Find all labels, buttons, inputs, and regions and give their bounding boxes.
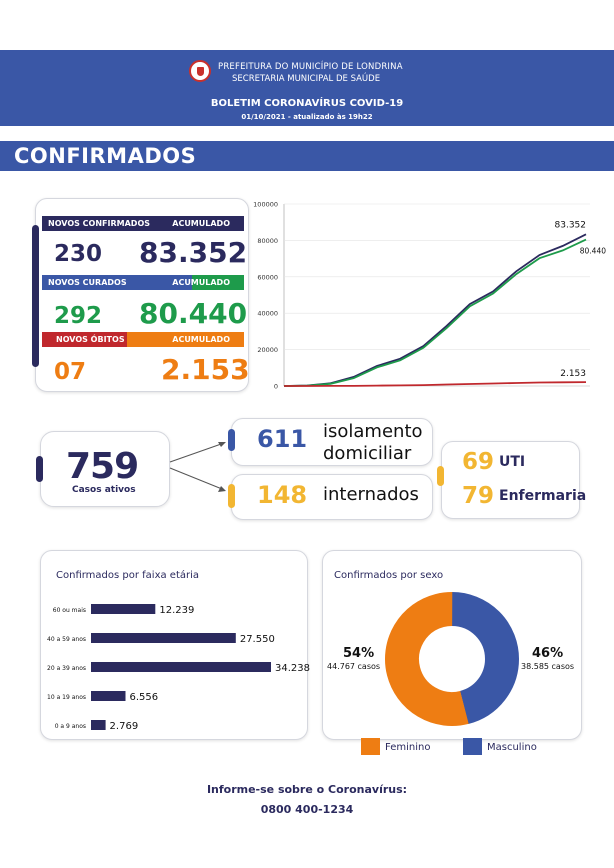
sex-donut-chart xyxy=(385,592,519,726)
y-tick-label: 40000 xyxy=(257,310,278,318)
enfermaria-label: Enfermaria xyxy=(499,488,587,504)
footer-phone: 0800 400-1234 xyxy=(260,803,354,816)
internados-breakdown-card xyxy=(441,441,580,519)
age-bar-value: 2.769 xyxy=(110,721,139,732)
enfermaria-value: 79 xyxy=(462,483,495,509)
age-chart-title: Confirmados por faixa etária xyxy=(56,570,200,581)
feminino-cases: 44.767 casos xyxy=(327,662,381,671)
curados-total-value: 80.440 xyxy=(139,297,248,330)
arrow-to-isolamento xyxy=(169,442,225,463)
novos-obitos-label: NOVOS ÓBITOS xyxy=(56,335,125,344)
acumulado-label: ACUMULADO xyxy=(172,335,230,344)
obitos-end-label: 2.153 xyxy=(560,369,586,379)
sex-chart-title: Confirmados por sexo xyxy=(334,570,444,581)
confirmados-total-value: 83.352 xyxy=(139,236,248,269)
flow-arrows xyxy=(169,442,226,492)
age-bar xyxy=(91,662,271,672)
age-bar-value: 27.550 xyxy=(240,634,275,645)
age-bar-value: 6.556 xyxy=(129,692,158,703)
y-tick-label: 0 xyxy=(274,383,278,391)
arrowhead-icon xyxy=(218,442,226,447)
obitos-total-value: 2.153 xyxy=(161,353,250,386)
y-tick-label: 80000 xyxy=(257,237,278,245)
curados-label-bar: NOVOS CURADOS ACUMULADO xyxy=(42,275,244,290)
uti-value: 69 xyxy=(462,449,495,475)
series-line-óbitos xyxy=(284,381,587,387)
obitos-label-bar: NOVOS ÓBITOS ACUMULADO xyxy=(42,332,244,347)
age-bar xyxy=(91,720,106,730)
feminino-pct: 54% xyxy=(343,646,375,661)
feminino-legend-swatch xyxy=(361,738,380,755)
internados-label: internados xyxy=(323,484,419,505)
isolamento-accent xyxy=(228,429,235,451)
age-bar-label: 40 a 59 anos xyxy=(47,636,86,643)
masculino-cases: 38.585 casos xyxy=(521,662,575,671)
active-cases-label: Casos ativos xyxy=(72,485,136,495)
acumulado-label: ACUMULADO xyxy=(172,278,230,287)
masculino-legend-swatch xyxy=(463,738,482,755)
arrowhead-icon xyxy=(218,486,226,492)
age-bar-label: 60 ou mais xyxy=(53,607,86,614)
age-bar-label: 0 a 9 anos xyxy=(55,723,86,730)
y-tick-label: 60000 xyxy=(257,273,278,281)
active-accent xyxy=(36,456,43,482)
age-bar xyxy=(91,633,236,643)
footer-info: Informe-se sobre o Coronavírus: xyxy=(206,783,408,796)
uti-label: UTI xyxy=(499,454,526,470)
age-bar-value: 34.238 xyxy=(275,663,310,674)
y-tick-label: 20000 xyxy=(257,346,278,354)
breakdown-accent xyxy=(437,466,444,486)
section-band: CONFIRMADOS xyxy=(0,141,614,171)
acumulado-label: ACUMULADO xyxy=(172,219,230,228)
cumulative-line-chart: 100000 80000 60000 40000 20000 0 83.352 80.440 2… xyxy=(253,201,606,391)
isolamento-label-line1: isolamento xyxy=(323,421,423,442)
age-bar-value: 12.239 xyxy=(159,605,194,616)
confirmados-label-bar: NOVOS CONFIRMADOS ACUMULADO xyxy=(42,216,244,231)
header-banner: PREFEITURA DO MUNICÍPIO DE LONDRINA SECR… xyxy=(0,50,614,126)
feminino-legend-label: Feminino xyxy=(385,742,431,753)
age-bar xyxy=(91,604,156,614)
masculino-pct: 46% xyxy=(532,646,564,661)
age-chart-card xyxy=(40,550,308,740)
age-bar-chart: 60 ou mais 12.239 40 a 59 anos 27.550 20 a 3… xyxy=(47,604,310,732)
age-bar xyxy=(91,691,126,701)
isolamento-label-line2: domiciliar xyxy=(323,443,412,464)
active-cases-value: 759 xyxy=(66,446,139,487)
internados-value: 148 xyxy=(257,481,308,509)
novos-curados-label: NOVOS CURADOS xyxy=(48,278,127,287)
internados-card xyxy=(231,474,433,520)
section-title: CONFIRMADOS xyxy=(14,144,197,168)
series-line-curados xyxy=(283,238,587,387)
city-seal-icon xyxy=(189,60,211,82)
novos-obitos-value: 07 xyxy=(54,359,87,385)
internados-accent xyxy=(228,484,235,508)
y-tick-label: 100000 xyxy=(253,201,278,209)
isolamento-value: 611 xyxy=(257,425,308,453)
confirmados-end-label: 83.352 xyxy=(555,220,587,230)
bulletin-title: BOLETIM CORONAVÍRUS COVID-19 xyxy=(210,98,404,109)
bulletin-date: 01/10/2021 - atualizado às 19h22 xyxy=(241,113,373,121)
novos-curados-value: 292 xyxy=(54,303,103,329)
curados-end-label: 80.440 xyxy=(580,247,606,256)
age-bar-label: 10 a 19 anos xyxy=(47,694,86,701)
summary-accent xyxy=(32,225,39,367)
novos-confirmados-value: 230 xyxy=(54,241,103,267)
org-name: PREFEITURA DO MUNICÍPIO DE LONDRINA xyxy=(218,62,403,72)
active-cases-card xyxy=(40,431,170,507)
masculino-legend-label: Masculino xyxy=(487,742,537,753)
novos-confirmados-label: NOVOS CONFIRMADOS xyxy=(48,219,151,228)
age-bar-label: 20 a 39 anos xyxy=(47,665,86,672)
arrow-to-internados xyxy=(169,467,223,490)
org-department: SECRETARIA MUNICIPAL DE SAÚDE xyxy=(232,74,381,84)
isolamento-card xyxy=(231,418,433,466)
